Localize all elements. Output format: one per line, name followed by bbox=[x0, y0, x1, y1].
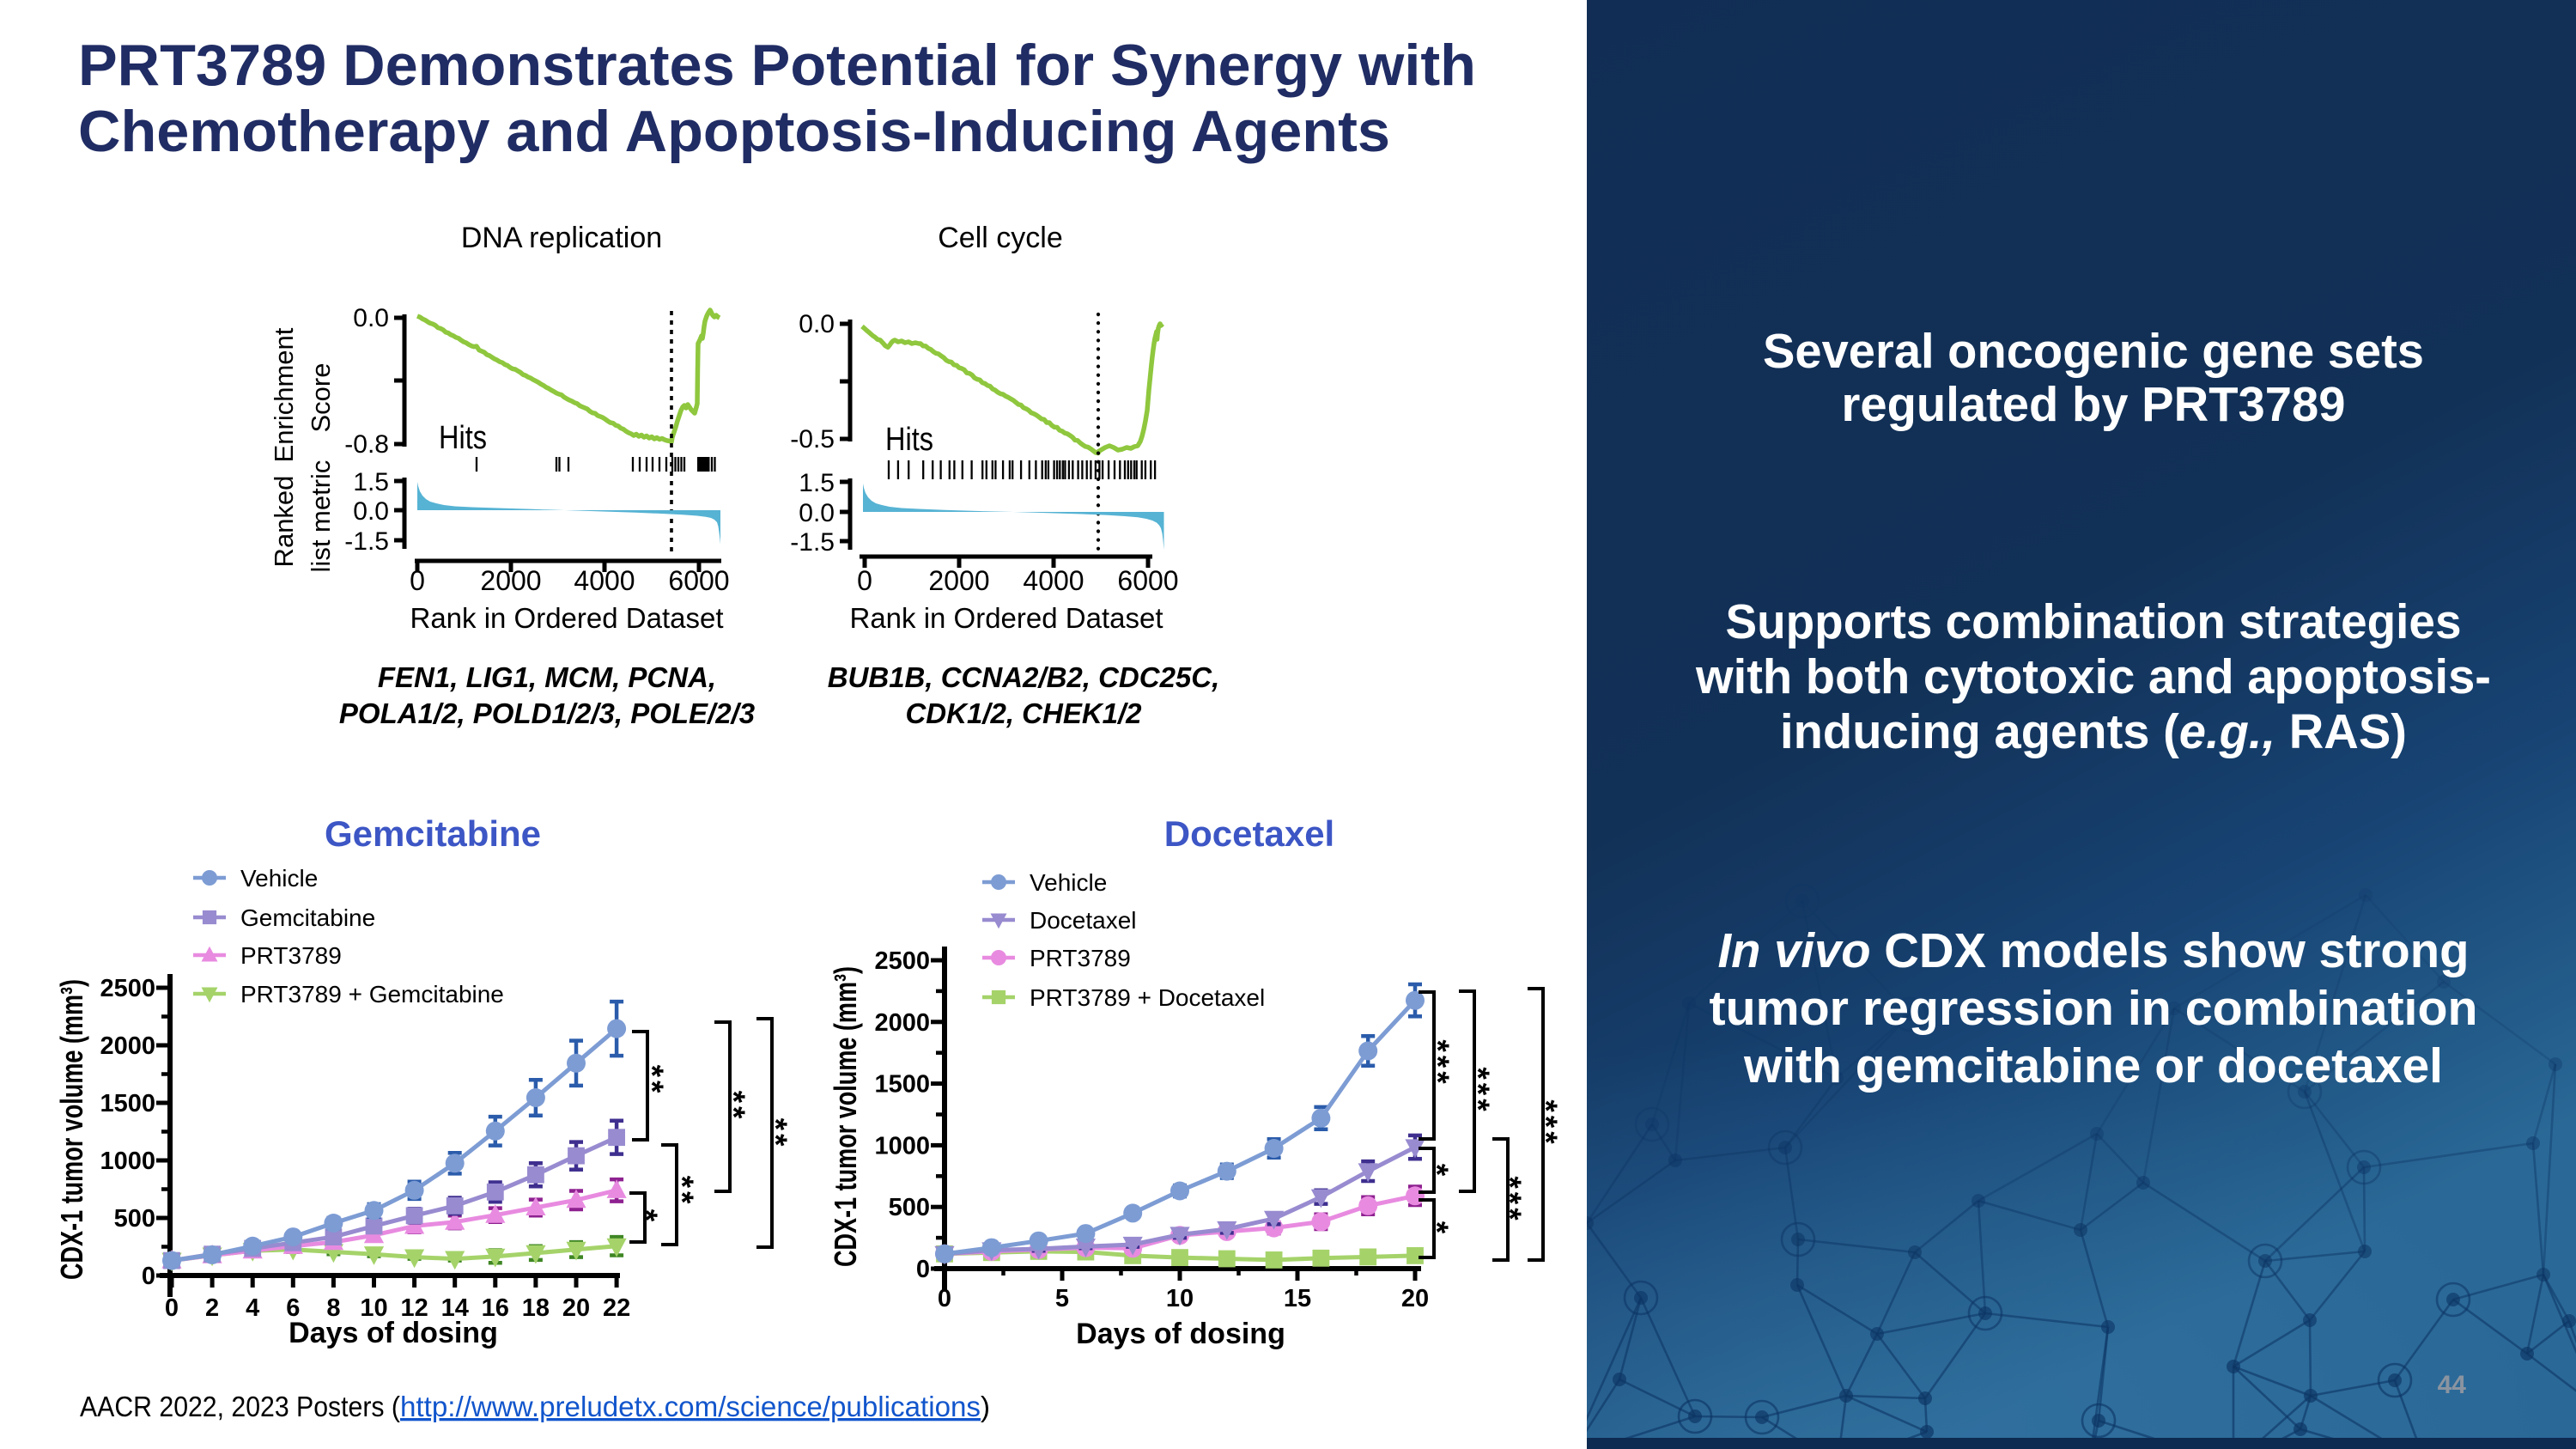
svg-text:0: 0 bbox=[857, 565, 872, 596]
svg-text:4000: 4000 bbox=[574, 565, 635, 596]
svg-text:*: * bbox=[1419, 1221, 1455, 1237]
svg-text:2000: 2000 bbox=[874, 1009, 930, 1037]
svg-text:6: 6 bbox=[286, 1294, 300, 1322]
svg-text:4: 4 bbox=[246, 1294, 259, 1322]
svg-text:-0.8: -0.8 bbox=[344, 430, 389, 459]
svg-text:0: 0 bbox=[410, 565, 425, 596]
svg-text:with both cytotoxic and apopto: with both cytotoxic and apoptosis- bbox=[1695, 649, 2491, 704]
svg-text:CDK1/2, CHEK1/2: CDK1/2, CHEK1/2 bbox=[905, 697, 1142, 729]
svg-text:0.0: 0.0 bbox=[799, 499, 835, 527]
svg-text:Ranked: Ranked bbox=[269, 476, 299, 568]
svg-text:0: 0 bbox=[916, 1256, 930, 1283]
svg-text:*: * bbox=[1419, 1164, 1455, 1179]
svg-text:**: ** bbox=[665, 1176, 700, 1208]
svg-text:PRT3789 Demonstrates Potential: PRT3789 Demonstrates Potential for Syner… bbox=[78, 33, 1476, 98]
svg-text:0: 0 bbox=[165, 1294, 179, 1322]
svg-text:0: 0 bbox=[938, 1285, 951, 1312]
svg-text:1000: 1000 bbox=[874, 1132, 930, 1160]
svg-text:CDX-1 tumor volume (mm³): CDX-1 tumor volume (mm³) bbox=[828, 966, 863, 1267]
svg-text:PRT3789 + Gemcitabine: PRT3789 + Gemcitabine bbox=[240, 981, 504, 1008]
svg-text:Score: Score bbox=[306, 363, 336, 433]
svg-text:*: * bbox=[629, 1209, 664, 1225]
svg-text:2: 2 bbox=[205, 1294, 219, 1322]
svg-text:0.0: 0.0 bbox=[799, 310, 835, 338]
svg-text:10: 10 bbox=[1166, 1285, 1194, 1312]
svg-text:Docetaxel: Docetaxel bbox=[1030, 907, 1137, 934]
svg-text:20: 20 bbox=[1401, 1285, 1429, 1312]
svg-text:22: 22 bbox=[603, 1294, 630, 1322]
svg-text:POLA1/2, POLD1/2/3, POLE/2/3: POLA1/2, POLD1/2/3, POLE/2/3 bbox=[339, 697, 755, 729]
svg-text:18: 18 bbox=[522, 1294, 550, 1322]
svg-text:with gemcitabine or docetaxel: with gemcitabine or docetaxel bbox=[1743, 1038, 2443, 1093]
svg-text:***: *** bbox=[1461, 1067, 1496, 1114]
svg-text:14: 14 bbox=[441, 1294, 469, 1322]
svg-text:Rank in Ordered Dataset: Rank in Ordered Dataset bbox=[410, 602, 723, 634]
svg-text:Supports combination strategie: Supports combination strategies bbox=[1726, 594, 2462, 649]
svg-text:Chemotherapy and Apoptosis-Ind: Chemotherapy and Apoptosis-Inducing Agen… bbox=[78, 99, 1390, 164]
svg-text:16: 16 bbox=[482, 1294, 509, 1322]
svg-text:**: ** bbox=[758, 1118, 793, 1150]
svg-text:6000: 6000 bbox=[668, 565, 729, 596]
svg-text:PRT3789 + Docetaxel: PRT3789 + Docetaxel bbox=[1030, 984, 1265, 1011]
svg-text:-1.5: -1.5 bbox=[344, 527, 389, 556]
svg-text:Days of dosing: Days of dosing bbox=[289, 1317, 498, 1349]
svg-text:-0.5: -0.5 bbox=[790, 425, 835, 454]
svg-text:**: ** bbox=[635, 1065, 670, 1097]
svg-text:FEN1, LIG1, MCM, PCNA,: FEN1, LIG1, MCM, PCNA, bbox=[378, 661, 716, 693]
svg-text:Gemcitabine: Gemcitabine bbox=[240, 904, 375, 931]
svg-text:8: 8 bbox=[326, 1294, 340, 1322]
svg-text:Several oncogenic gene sets: Several oncogenic gene sets bbox=[1763, 324, 2424, 379]
svg-text:Rank in Ordered Dataset: Rank in Ordered Dataset bbox=[849, 602, 1163, 634]
svg-text:regulated by PRT3789: regulated by PRT3789 bbox=[1842, 377, 2346, 432]
svg-text:10: 10 bbox=[360, 1294, 387, 1322]
svg-text:PRT3789: PRT3789 bbox=[240, 942, 342, 969]
svg-text:20: 20 bbox=[562, 1294, 590, 1322]
svg-text:5: 5 bbox=[1055, 1285, 1069, 1312]
svg-text:500: 500 bbox=[889, 1194, 930, 1221]
svg-text:2000: 2000 bbox=[100, 1032, 155, 1060]
svg-text:6000: 6000 bbox=[1117, 565, 1178, 596]
svg-text:***: *** bbox=[1420, 1039, 1455, 1087]
svg-text:12: 12 bbox=[400, 1294, 428, 1322]
svg-text:Docetaxel: Docetaxel bbox=[1164, 813, 1334, 854]
svg-text:inducing agents (e.g., RAS): inducing agents (e.g., RAS) bbox=[1780, 704, 2407, 759]
svg-text:***: *** bbox=[1492, 1176, 1528, 1223]
svg-text:PRT3789: PRT3789 bbox=[1030, 945, 1131, 971]
svg-text:list metric: list metric bbox=[306, 460, 336, 573]
svg-text:1.5: 1.5 bbox=[799, 469, 835, 497]
svg-text:44: 44 bbox=[2438, 1371, 2467, 1399]
svg-text:0.0: 0.0 bbox=[353, 304, 389, 332]
svg-text:DNA replication: DNA replication bbox=[461, 222, 662, 254]
svg-text:500: 500 bbox=[114, 1205, 155, 1233]
svg-text:Vehicle: Vehicle bbox=[1030, 869, 1107, 896]
svg-text:1000: 1000 bbox=[100, 1148, 155, 1175]
svg-text:Days of dosing: Days of dosing bbox=[1076, 1318, 1285, 1350]
svg-text:CDX-1 tumor volume (mm³): CDX-1 tumor volume (mm³) bbox=[54, 979, 89, 1280]
svg-text:tumor regression in combinatio: tumor regression in combination bbox=[1710, 981, 2478, 1036]
svg-text:AACR 2022, 2023 Posters (http:: AACR 2022, 2023 Posters (http://www.prel… bbox=[80, 1391, 990, 1422]
svg-text:Gemcitabine: Gemcitabine bbox=[325, 813, 541, 854]
svg-text:0: 0 bbox=[142, 1263, 155, 1290]
svg-text:-1.5: -1.5 bbox=[790, 528, 835, 557]
svg-text:2500: 2500 bbox=[100, 975, 155, 1002]
svg-text:1500: 1500 bbox=[100, 1090, 155, 1117]
svg-text:Hits: Hits bbox=[439, 420, 487, 456]
svg-text:In vivo CDX models show strong: In vivo CDX models show strong bbox=[1718, 923, 2470, 978]
svg-text:**: ** bbox=[716, 1091, 751, 1123]
svg-text:Cell cycle: Cell cycle bbox=[938, 222, 1062, 254]
svg-text:1.5: 1.5 bbox=[353, 468, 389, 496]
svg-text:2000: 2000 bbox=[480, 565, 541, 596]
svg-text:2000: 2000 bbox=[928, 565, 989, 596]
svg-text:Vehicle: Vehicle bbox=[240, 865, 318, 892]
svg-text:15: 15 bbox=[1284, 1285, 1311, 1312]
svg-text:BUB1B, CCNA2/B2, CDC25C,: BUB1B, CCNA2/B2, CDC25C, bbox=[828, 661, 1220, 693]
svg-text:2500: 2500 bbox=[874, 947, 930, 975]
svg-text:1500: 1500 bbox=[874, 1071, 930, 1099]
svg-text:Enrichment: Enrichment bbox=[269, 327, 299, 462]
svg-text:0.0: 0.0 bbox=[353, 497, 389, 526]
svg-text:4000: 4000 bbox=[1023, 565, 1084, 596]
svg-text:Hits: Hits bbox=[885, 422, 933, 458]
svg-text:***: *** bbox=[1528, 1099, 1564, 1147]
